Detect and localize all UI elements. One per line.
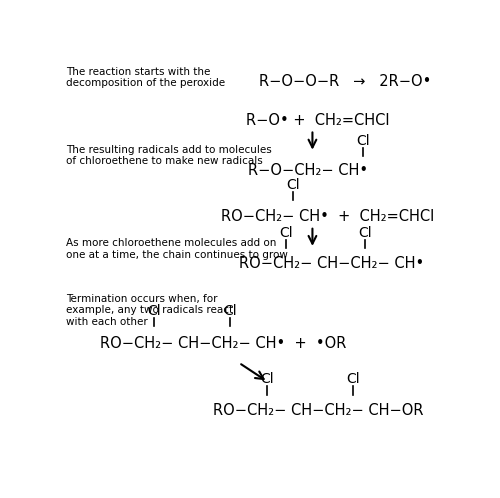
- Text: RO−CH₂− CH•  +  CH₂=CHCl: RO−CH₂− CH• + CH₂=CHCl: [222, 209, 434, 224]
- Text: RO−CH₂− CH−CH₂− CH•: RO−CH₂− CH−CH₂− CH•: [239, 256, 424, 271]
- Text: Cl: Cl: [286, 178, 300, 192]
- Text: R−O−CH₂− CH•: R−O−CH₂− CH•: [248, 163, 368, 178]
- Text: Cl: Cl: [147, 304, 160, 318]
- Text: The reaction starts with the
decomposition of the peroxide: The reaction starts with the decompositi…: [66, 67, 226, 88]
- Text: Cl: Cl: [356, 134, 370, 148]
- Text: R−O• +  CH₂=CHCl: R−O• + CH₂=CHCl: [246, 114, 390, 128]
- Text: Cl: Cl: [358, 226, 372, 240]
- Text: Cl: Cl: [346, 373, 360, 386]
- Text: RO−CH₂− CH−CH₂− CH•  +  •OR: RO−CH₂− CH−CH₂− CH• + •OR: [100, 336, 346, 351]
- Text: RO−CH₂− CH−CH₂− CH−OR: RO−CH₂− CH−CH₂− CH−OR: [213, 402, 424, 418]
- Text: As more chloroethene molecules add on
one at a time, the chain continues to grow: As more chloroethene molecules add on on…: [66, 238, 288, 259]
- Text: Cl: Cl: [280, 226, 293, 240]
- Text: Cl: Cl: [260, 373, 274, 386]
- Text: The resulting radicals add to molecules
of chloroethene to make new radicals: The resulting radicals add to molecules …: [66, 145, 272, 166]
- Text: R−O−O−R   →   2R−O•: R−O−O−R → 2R−O•: [259, 74, 432, 89]
- Text: Termination occurs when, for
example, any two radicals react
with each other: Termination occurs when, for example, an…: [66, 294, 234, 327]
- Text: Cl: Cl: [223, 304, 236, 318]
